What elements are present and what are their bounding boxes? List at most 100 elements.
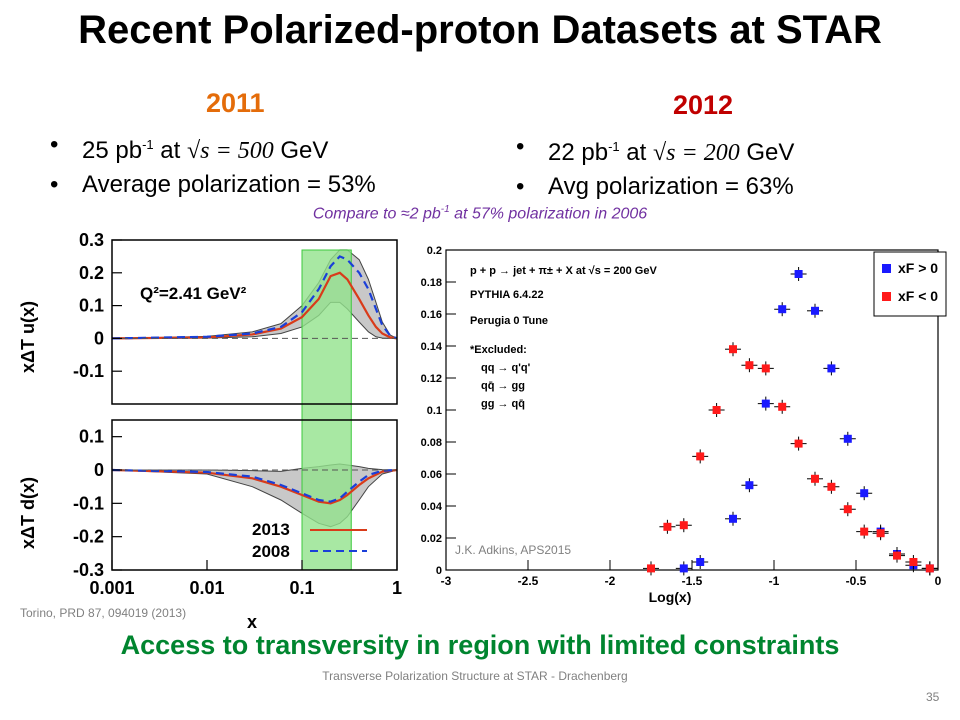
ytick-label: 0.1 <box>79 296 104 316</box>
xtick-label: 0.001 <box>89 578 134 598</box>
legend-2008-label: 2008 <box>252 542 290 561</box>
ytick-label: -0.1 <box>73 493 104 513</box>
xtick-label: -2 <box>605 574 616 588</box>
data-point-xf-pos <box>778 305 787 314</box>
data-point-xf-neg <box>843 505 852 514</box>
slide-footer: Transverse Polarization Structure at STA… <box>322 669 628 683</box>
data-point-xf-pos <box>679 564 688 573</box>
data-point-xf-neg <box>778 402 787 411</box>
legend-xf-pos-label: xF > 0 <box>898 260 938 276</box>
list-2011: • 25 pb-1 at √s = 500 GeV • Average polari… <box>50 128 376 201</box>
data-point-xf-neg <box>712 406 721 414</box>
ytick-label: 0.16 <box>421 309 442 321</box>
xtick-label: 0 <box>935 574 942 588</box>
transversity-chart: 0.3 0.2 0.1 0 -0.1 0.1 0 -0.1 -0.2 -0.30.001 0.01 0… <box>12 232 407 632</box>
pythia-annotations: p + p → jet + π± + X at √s = 200 GeV PYT… <box>470 265 657 410</box>
ytick-label: 0.02 <box>421 533 442 545</box>
ytick-label: 0.1 <box>79 427 104 447</box>
data-point-xf-neg <box>745 361 754 370</box>
year-2012-heading: 2012 <box>673 90 734 120</box>
ytick-label: 0.1 <box>427 405 442 417</box>
data-point-xf-neg <box>893 551 901 560</box>
bullet-2011-polarization: • Average polarization = 53% <box>50 171 376 198</box>
legend-2013-label: 2013 <box>252 520 290 539</box>
legend-xf-pos-marker <box>882 264 891 273</box>
data-point-xf-neg <box>876 529 885 538</box>
bottom-message: Access to transversity in region with li… <box>120 630 840 660</box>
data-point-xf-pos <box>860 489 869 498</box>
data-point-xf-neg <box>663 522 672 531</box>
data-point-xf-neg <box>811 474 819 483</box>
xtick-label: 1 <box>392 578 402 598</box>
xtick-label: -1.5 <box>682 574 703 588</box>
ytick-label: -0.1 <box>73 361 104 381</box>
xtick-label: -2.5 <box>518 574 539 588</box>
excluded-process-2: qq̄ → gg <box>481 380 525 392</box>
ylabel-u: xΔT u(x) <box>18 301 38 373</box>
xlabel-logx: Log(x) <box>649 589 692 605</box>
data-point-xf-neg <box>761 364 770 373</box>
curve-2008-d <box>111 468 398 503</box>
ytick-label: 0.14 <box>421 341 443 353</box>
credit-torino: Torino, PRD 87, 094019 (2013) <box>20 606 187 620</box>
excluded-annotation: *Excluded: <box>470 344 527 356</box>
data-point-xf-neg <box>925 564 934 573</box>
legend-right: xF > 0 xF < 0 <box>873 251 947 317</box>
data-point-xf-neg <box>696 452 705 461</box>
pythia-scatter-chart: 0 0.02 0.04 0.06 0.08 0.1 0.12 0.14 0.16 0.18 0.2 -… <box>404 240 954 605</box>
ytick-label: -0.2 <box>73 527 104 547</box>
curve-2008-u <box>111 255 398 340</box>
ytick-label: 0.3 <box>79 232 104 250</box>
xtick-label: -1 <box>769 574 780 588</box>
bullet-2012-polarization: • Avg polarization = 63% <box>516 173 794 200</box>
ytick-label: 0.04 <box>421 501 443 513</box>
ytick-label: 0.08 <box>421 437 442 449</box>
slide-title: Recent Polarized-proton Datasets at STAR <box>78 8 882 52</box>
tune-annotation: Perugia 0 Tune <box>470 315 548 327</box>
year-2011-heading: 2011 <box>206 88 265 118</box>
credit-adkins: J.K. Adkins, APS2015 <box>455 543 572 557</box>
xtick-label: 0.1 <box>289 578 314 598</box>
highlight-region <box>301 249 352 571</box>
data-point-xf-pos <box>761 399 770 408</box>
ylabel-d: xΔT d(x) <box>18 477 38 549</box>
data-point-xf-neg <box>794 439 803 448</box>
xtick-label: -3 <box>441 574 452 588</box>
list-2012: • 22 pb-1 at √s = 200 GeV • Avg polarizati… <box>516 130 794 203</box>
curve-2013-u <box>111 271 398 340</box>
ytick-label: 0 <box>94 328 104 348</box>
data-point-xf-pos <box>811 306 819 315</box>
legend-left: 2013 2008 <box>252 520 367 561</box>
bullet-2012-luminosity: • 22 pb-1 at √s = 200 GeV <box>516 133 795 166</box>
ytick-label: 0.18 <box>421 277 442 289</box>
process-annotation: p + p → jet + π± + X at √s = 200 GeV <box>470 265 657 277</box>
data-point-xf-pos <box>827 364 836 373</box>
data-point-xf-pos <box>794 270 803 278</box>
q2-annotation: Q²=2.41 GeV² <box>140 284 247 303</box>
data-point-xf-neg <box>647 564 655 573</box>
ytick-label: 0.06 <box>421 469 442 481</box>
legend-xf-neg-label: xF < 0 <box>898 288 938 304</box>
ytick-label: 0 <box>94 460 104 480</box>
legend-xf-neg-marker <box>882 292 891 301</box>
bullet-2011-luminosity: • 25 pb-1 at √s = 500 GeV <box>50 131 329 164</box>
ytick-label: 0 <box>436 565 442 577</box>
ytick-label: -0.3 <box>73 560 104 580</box>
data-point-xf-pos <box>729 514 737 523</box>
data-point-xf-neg <box>827 482 836 491</box>
xlabel-x: x <box>247 612 257 632</box>
xtick-label: 0.01 <box>189 578 224 598</box>
excluded-process-1: qq → q'q' <box>481 362 531 374</box>
slide-number: 35 <box>926 690 940 704</box>
data-point-xf-pos <box>696 558 705 566</box>
pythia-version: PYTHIA 6.4.22 <box>470 289 544 301</box>
data-point-xf-neg <box>729 345 737 354</box>
excluded-process-3: gg → qq̄ <box>481 398 525 410</box>
xtick-label: -0.5 <box>846 574 867 588</box>
compare-note: Compare to ≈2 pb-1 at 57% polarization i… <box>312 204 648 223</box>
data-point-xf-neg <box>860 527 869 536</box>
ytick-label: 0.12 <box>421 373 442 385</box>
data-point-xf-pos <box>843 434 852 443</box>
legend-box <box>873 251 947 317</box>
data-point-xf-neg <box>679 521 688 530</box>
